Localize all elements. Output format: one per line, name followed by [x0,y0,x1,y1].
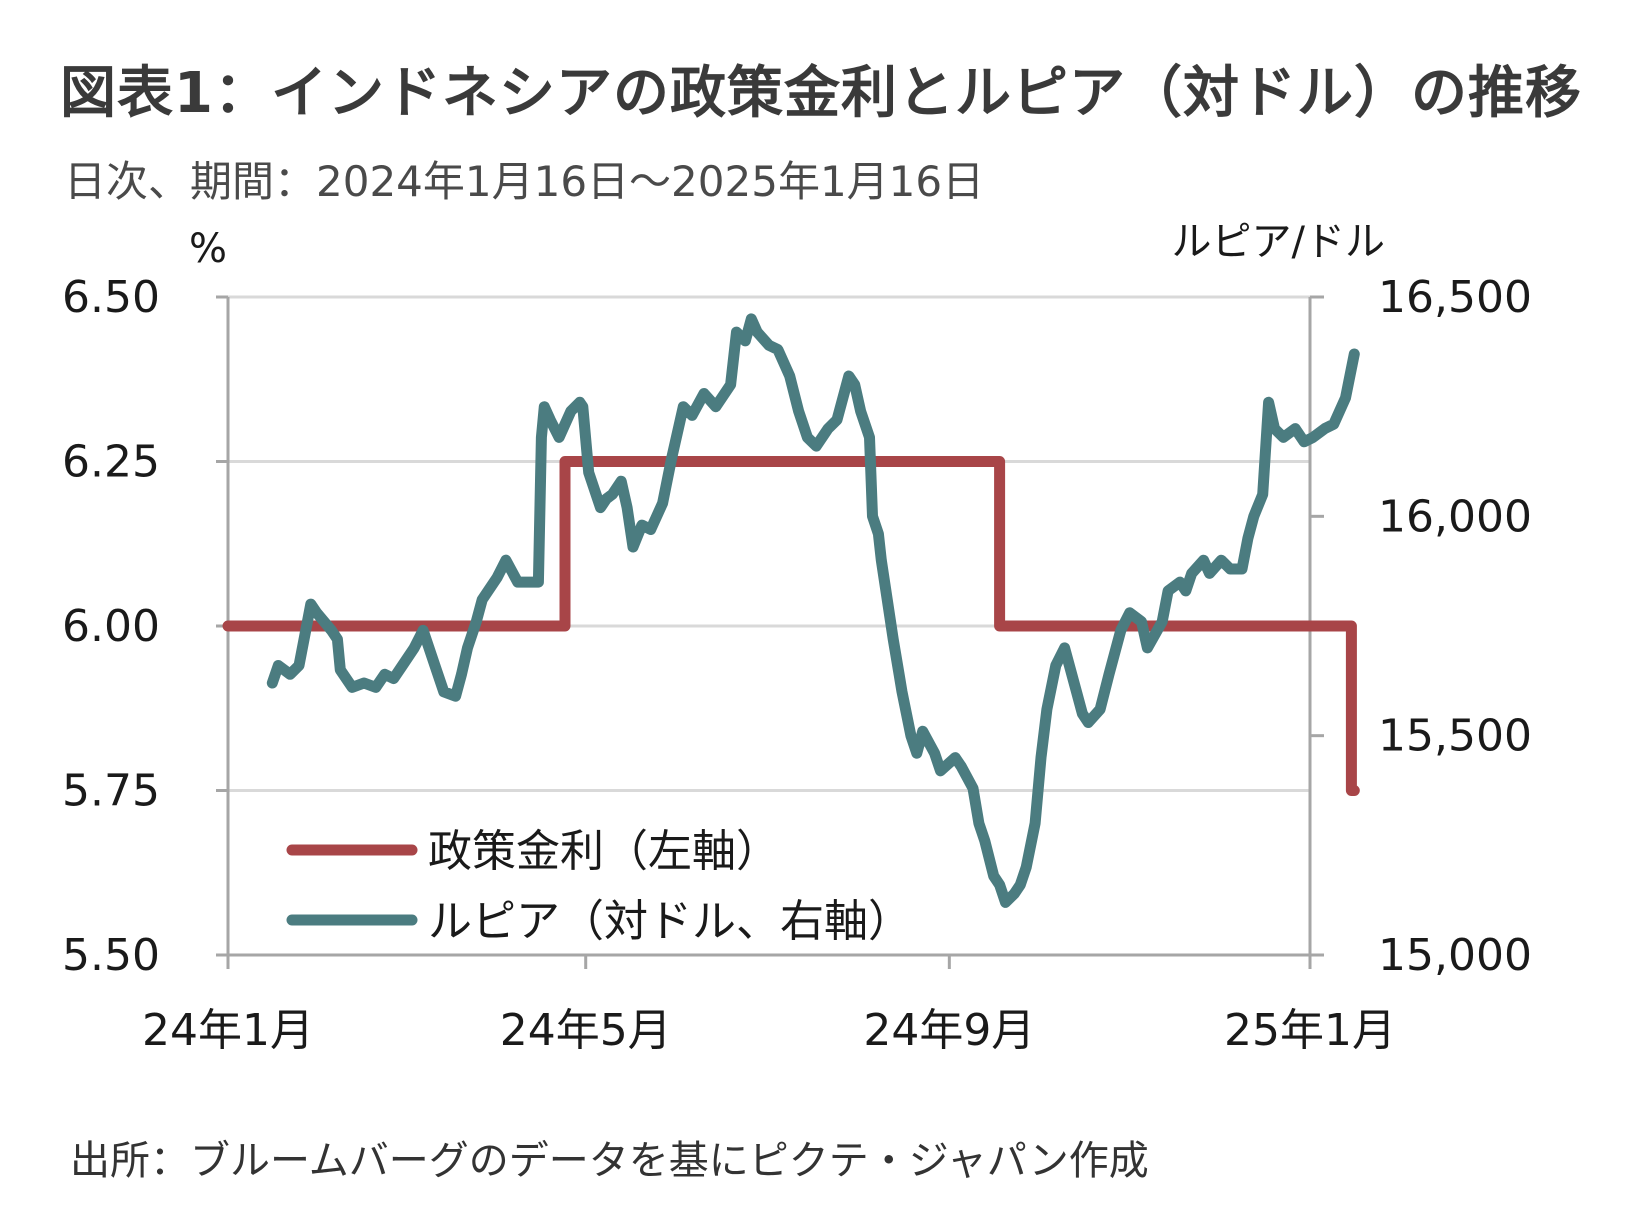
y-axis-right-label: ルピア/ドル [1172,219,1385,265]
chart-subtitle: 日次、期間：2024年1月16日～2025年1月16日 [64,157,985,206]
y-right-tick-label: 15,000 [1378,930,1532,981]
y-axis-left-label: % [189,226,227,272]
y-left-tick-label: 6.00 [62,601,160,652]
y-right-tick-label: 16,500 [1378,272,1532,323]
series-line-rupiah [266,313,1360,908]
chart-title: 図表1：インドネシアの政策金利とルピア（対ドル）の推移 [60,61,1582,126]
x-tick-label: 24年5月 [500,1005,672,1056]
y-left-tick-label: 6.25 [62,437,160,488]
source-note: 出所：ブルームバーグのデータを基にピクテ・ジャパン作成 [70,1138,1149,1184]
y-left-tick-label: 6.50 [62,272,160,323]
x-tick-label: 24年1月 [142,1005,314,1056]
x-tick-label: 25年1月 [1224,1005,1396,1056]
gridlines [228,295,1310,792]
legend: 政策金利（左軸） ルピア（対ドル、右軸） [286,826,912,947]
axis-tick-labels: 5.50 5.75 6.00 6.25 6.50 15,000 15,500 16,000 16… [62,272,1532,1056]
y-right-tick-label: 15,500 [1378,711,1532,762]
legend-label: ルピア（対ドル、右軸） [428,896,912,947]
legend-label: 政策金利（左軸） [428,826,780,877]
y-right-tick-label: 16,000 [1378,491,1532,542]
y-left-tick-label: 5.75 [62,766,160,817]
y-left-tick-label: 5.50 [62,930,160,981]
series-line-policy-rate [222,456,1360,796]
x-tick-label: 24年9月 [863,1005,1035,1056]
series-layer [222,313,1360,908]
axis-ticks [216,295,1324,969]
